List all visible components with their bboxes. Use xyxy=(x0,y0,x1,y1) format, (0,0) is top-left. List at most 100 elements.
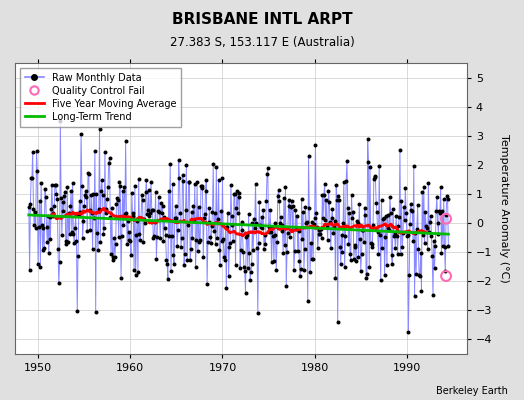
Point xyxy=(191,181,199,188)
Point xyxy=(416,273,424,280)
Point xyxy=(229,238,237,244)
Point xyxy=(25,203,33,210)
Point xyxy=(136,237,145,243)
Point xyxy=(228,222,237,228)
Point xyxy=(36,198,44,204)
Point xyxy=(370,172,379,179)
Point xyxy=(91,148,99,154)
Text: 27.383 S, 153.117 E (Australia): 27.383 S, 153.117 E (Australia) xyxy=(170,36,354,49)
Point xyxy=(255,199,264,206)
Point xyxy=(63,184,71,190)
Point xyxy=(333,197,341,203)
Point xyxy=(31,209,39,216)
Point xyxy=(375,163,384,169)
Point xyxy=(74,211,83,218)
Point xyxy=(173,243,181,249)
Point xyxy=(394,223,402,229)
Point xyxy=(155,194,163,200)
Point xyxy=(354,254,363,260)
Point xyxy=(231,262,239,268)
Point xyxy=(252,181,260,188)
Point xyxy=(45,250,53,256)
Point xyxy=(184,179,193,185)
Point xyxy=(369,221,377,228)
Point xyxy=(174,157,183,164)
Point xyxy=(443,195,452,202)
Point xyxy=(41,186,49,192)
Point xyxy=(356,268,365,274)
Point xyxy=(323,223,331,230)
Point xyxy=(97,176,106,183)
Point xyxy=(423,225,431,232)
Point xyxy=(74,252,82,259)
Point xyxy=(85,206,94,213)
Point xyxy=(427,213,435,219)
Point xyxy=(277,214,285,221)
Point xyxy=(349,208,357,215)
Point xyxy=(130,267,138,274)
Point xyxy=(336,261,345,267)
Point xyxy=(212,164,221,170)
Point xyxy=(377,197,386,204)
Point xyxy=(86,226,94,233)
Point xyxy=(203,281,211,288)
Point xyxy=(41,194,50,200)
Point xyxy=(279,250,287,256)
Point xyxy=(117,275,125,282)
Point xyxy=(139,239,148,246)
Point xyxy=(107,204,116,211)
Point xyxy=(305,205,313,212)
Point xyxy=(273,238,281,245)
Point xyxy=(402,233,411,239)
Point xyxy=(303,297,312,304)
Text: BRISBANE INTL ARPT: BRISBANE INTL ARPT xyxy=(172,12,352,27)
Point xyxy=(390,231,399,238)
Point xyxy=(405,272,413,278)
Point xyxy=(335,197,343,204)
Point xyxy=(88,210,96,216)
Point xyxy=(264,165,272,172)
Point xyxy=(294,228,303,234)
Point xyxy=(112,240,120,247)
Point xyxy=(345,210,353,216)
Point xyxy=(351,242,359,248)
Point xyxy=(334,193,343,199)
Point xyxy=(431,243,440,249)
Point xyxy=(396,147,404,154)
Point xyxy=(344,205,352,211)
Point xyxy=(336,244,344,250)
Point xyxy=(361,212,369,218)
Point xyxy=(94,206,103,212)
Point xyxy=(404,329,412,335)
Point xyxy=(435,208,443,214)
Point xyxy=(244,210,253,217)
Point xyxy=(421,209,430,215)
Point xyxy=(369,176,378,182)
Point xyxy=(376,232,384,238)
Point xyxy=(314,231,323,238)
Point xyxy=(410,162,418,169)
Point xyxy=(105,155,114,161)
Point xyxy=(192,236,201,243)
Point xyxy=(172,214,181,221)
Point xyxy=(227,182,235,188)
Point xyxy=(377,277,385,284)
Point xyxy=(135,176,143,182)
Point xyxy=(295,258,303,264)
Point xyxy=(400,217,409,224)
Point xyxy=(408,208,417,214)
Point xyxy=(150,233,158,239)
Point xyxy=(115,234,123,240)
Point xyxy=(156,235,165,242)
Point xyxy=(285,197,293,203)
Point xyxy=(237,247,245,253)
Point xyxy=(29,206,38,212)
Point xyxy=(224,273,233,279)
Point xyxy=(93,229,102,236)
Point xyxy=(185,178,193,185)
Point xyxy=(111,254,119,260)
Point xyxy=(444,243,453,249)
Point xyxy=(300,266,308,273)
Point xyxy=(82,193,91,200)
Point xyxy=(227,213,236,220)
